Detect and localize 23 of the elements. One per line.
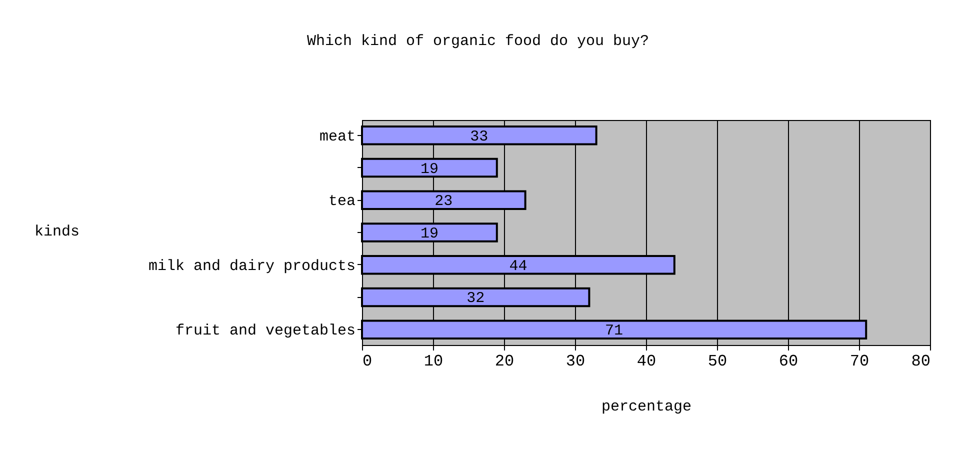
x-tick-label: 70: [850, 352, 870, 370]
data-label: 44: [509, 258, 528, 275]
x-tick-label: 0: [362, 352, 372, 370]
y-tick-label: tea: [328, 193, 356, 210]
data-label: 19: [420, 160, 438, 178]
data-label: 71: [605, 322, 624, 340]
x-tick-label: 60: [778, 352, 798, 370]
x-axis-title: percentage: [601, 398, 692, 416]
data-label: 33: [470, 128, 488, 146]
x-tick-label: 50: [708, 352, 728, 370]
x-tick-label: 30: [566, 352, 586, 370]
y-axis-title: kinds: [34, 224, 80, 240]
data-label: 19: [420, 226, 438, 242]
y-tick-label: milk and dairy products: [148, 258, 356, 275]
x-tick-label: 80: [911, 352, 930, 370]
chart-title: Which kind of organic food do you buy?: [306, 33, 650, 50]
x-tick-label: 10: [424, 352, 444, 370]
y-tick-label: fruit and vegetables: [175, 322, 356, 340]
x-tick-label: 20: [494, 352, 514, 370]
x-tick-label: 40: [636, 352, 656, 370]
data-label: 32: [466, 290, 485, 308]
data-label: 23: [434, 193, 453, 210]
y-tick-label: meat: [319, 128, 356, 146]
